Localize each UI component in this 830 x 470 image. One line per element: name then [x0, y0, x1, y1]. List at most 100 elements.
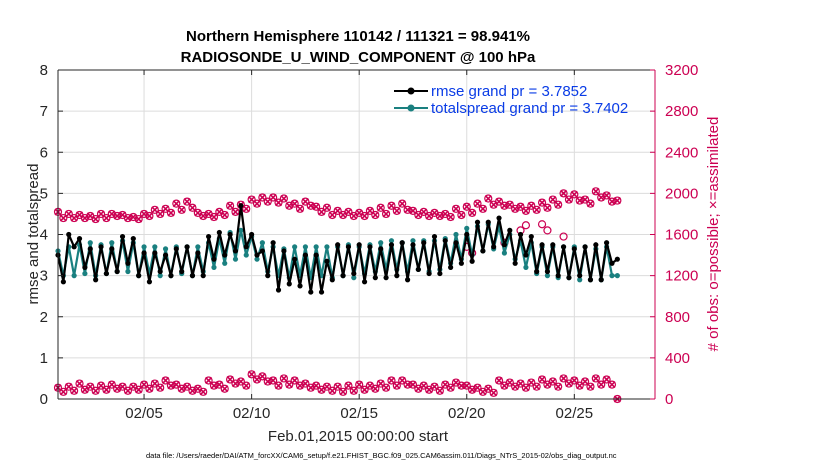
rmse-point	[297, 283, 303, 289]
rmse-point	[464, 231, 470, 238]
rmse-point	[550, 242, 556, 248]
legend-spread-label: totalspread grand pr = 3.7402	[431, 100, 628, 117]
obs-lower-possible-marker	[242, 381, 251, 390]
obs-upper-assimilated-marker	[484, 194, 492, 203]
obs-lower-possible-marker	[484, 384, 493, 393]
obs-lower-assimilated-marker	[75, 380, 84, 388]
rmse-point	[87, 246, 93, 252]
obs-lower-assimilated-marker	[269, 376, 277, 385]
y-left-tick-label: 1	[40, 350, 48, 367]
obs-lower-assimilated-marker	[538, 375, 546, 384]
obs-upper-assimilated-marker	[473, 200, 482, 208]
obs-lower-possible-marker	[139, 380, 149, 389]
y-left-tick-label: 4	[40, 227, 48, 244]
obs-upper-possible-marker	[172, 199, 181, 208]
obs-upper-assimilated-marker	[533, 206, 541, 214]
obs-upper-possible-marker	[322, 203, 332, 212]
totalspread-point	[211, 264, 217, 270]
obs-upper-assimilated-marker	[586, 200, 595, 208]
obs-upper-possible-marker	[451, 204, 461, 213]
obs-lower-assimilated-marker	[560, 374, 568, 383]
rmse-point	[146, 279, 153, 285]
y-left-tick-label: 3	[40, 268, 48, 285]
totalspread-point	[302, 244, 309, 250]
rmse-point	[249, 231, 255, 238]
rmse-point	[200, 273, 206, 279]
rmse-point	[259, 248, 265, 254]
obs-lower-possible-marker	[290, 376, 299, 385]
rmse-point	[367, 244, 373, 250]
totalspread-point	[87, 240, 93, 246]
y-right-tick-label: 400	[665, 350, 690, 367]
obs-lower-possible-marker	[236, 377, 245, 386]
rmse-point	[227, 231, 233, 238]
obs-upper-possible-marker	[166, 208, 176, 218]
obs-upper-assimilated-marker	[210, 213, 218, 221]
obs-upper-possible-marker	[333, 206, 342, 215]
obs-lower-possible-marker	[64, 382, 73, 391]
obs-lower-assimilated-marker	[242, 382, 250, 390]
obs-lower-possible-marker	[220, 384, 229, 393]
rmse-point	[141, 250, 147, 256]
rmse-point	[614, 256, 620, 262]
obs-lower-assimilated-marker	[393, 382, 401, 390]
totalspread-point	[388, 238, 395, 244]
obs-upper-possible-marker	[150, 205, 159, 214]
obs-upper-possible-marker	[376, 203, 385, 212]
obs-possible-marker	[559, 232, 568, 241]
y-left-tick-label: 7	[40, 103, 48, 120]
obs-possible-marker	[521, 221, 531, 230]
obs-possible-marker	[537, 220, 547, 229]
obs-upper-possible-marker	[564, 195, 574, 204]
obs-lower-assimilated-marker	[258, 372, 266, 380]
obs-upper-possible-marker	[247, 195, 256, 204]
totalspread-point	[313, 244, 319, 250]
rmse-point	[329, 277, 335, 283]
y-left-tick-label: 5	[40, 185, 48, 202]
rmse-point	[211, 256, 217, 262]
obs-lower-assimilated-marker	[447, 384, 455, 392]
obs-upper-possible-marker	[381, 209, 391, 219]
y-right-tick-label: 1600	[665, 227, 698, 244]
rmse-point	[587, 277, 594, 283]
totalspread-point	[109, 240, 115, 246]
obs-lower-possible-marker	[580, 377, 590, 386]
obs-upper-possible-marker	[263, 197, 272, 206]
obs-lower-possible-marker	[355, 380, 364, 389]
rmse-point	[474, 219, 481, 225]
rmse-series-layer	[55, 203, 620, 295]
rmse-point	[458, 260, 464, 266]
obs-upper-assimilated-marker	[312, 203, 320, 211]
obs-upper-possible-marker	[59, 213, 68, 223]
obs-upper-assimilated-marker	[92, 215, 100, 223]
obs-upper-possible-marker	[328, 210, 337, 220]
y-left-tick-label: 0	[40, 391, 48, 408]
obs-upper-possible-marker	[586, 199, 595, 208]
obs-lower-assimilated-marker	[135, 386, 143, 394]
obs-lower-assimilated-marker	[603, 375, 611, 384]
totalspread-point	[464, 225, 470, 231]
totalspread-point	[71, 273, 77, 279]
y-right-tick-label: 2400	[665, 144, 698, 161]
obs-lower-possible-marker	[312, 381, 321, 390]
totalspread-point	[222, 260, 228, 266]
obs-lower-possible-marker	[430, 382, 439, 391]
obs-lower-possible-marker	[473, 383, 482, 392]
rmse-point	[593, 242, 599, 248]
rmse-point	[275, 287, 282, 293]
obs-lower-possible-marker	[457, 381, 466, 390]
obs-lower-possible-marker	[554, 382, 563, 391]
rmse-point	[103, 270, 110, 277]
obs-upper-assimilated-marker	[231, 208, 240, 216]
obs-upper-assimilated-marker	[387, 202, 396, 210]
x-tick-label: 02/15	[340, 405, 378, 422]
obs-upper-assimilated-marker	[253, 200, 261, 208]
obs-upper-possible-marker	[295, 204, 305, 213]
rmse-point	[345, 244, 352, 250]
obs-upper-assimilated-marker	[183, 198, 191, 206]
obs-lower-possible-marker	[532, 382, 541, 391]
obs-upper-possible-marker	[570, 190, 579, 199]
obs-upper-possible-marker	[226, 201, 235, 210]
obs-upper-possible-marker	[258, 193, 267, 202]
obs-upper-assimilated-marker	[135, 215, 143, 223]
